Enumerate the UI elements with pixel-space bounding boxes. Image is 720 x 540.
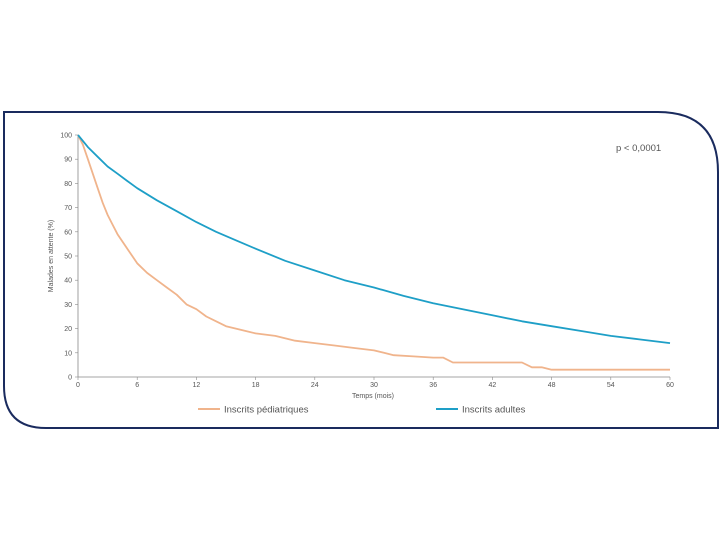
- legend-label-adult: Inscrits adultes: [462, 405, 526, 416]
- x-tick-label: 48: [548, 382, 556, 389]
- y-tick-label: 10: [64, 350, 72, 357]
- legend-label-pediatric: Inscrits pédiatriques: [224, 405, 309, 416]
- y-tick-label: 0: [68, 375, 72, 382]
- axes: [75, 134, 671, 380]
- x-tick-label: 42: [489, 382, 497, 389]
- legend: Inscrits pédiatriques Inscrits adultes: [198, 405, 526, 416]
- x-tick-label: 36: [429, 382, 437, 389]
- y-tick-label: 70: [64, 205, 72, 212]
- x-axis-title: Temps (mois): [352, 393, 394, 400]
- series-line-adult: [77, 134, 671, 344]
- p-value-annotation: p < 0,0001: [616, 143, 661, 154]
- y-tick-label: 80: [64, 181, 72, 188]
- y-tick-label: 100: [60, 133, 72, 140]
- x-tick-label: 54: [607, 382, 615, 389]
- x-tick-label: 60: [666, 382, 674, 389]
- y-tick-label: 40: [64, 278, 72, 285]
- x-tick-label: 24: [311, 382, 319, 389]
- x-tick-label: 12: [193, 382, 201, 389]
- y-tick-label: 50: [64, 254, 72, 261]
- y-axis-title: Malades en attente (%): [48, 220, 55, 292]
- x-tick-label: 30: [370, 382, 378, 389]
- x-tick-label: 0: [76, 382, 80, 389]
- series-lines: [77, 134, 671, 371]
- rounded-border: [3, 111, 719, 429]
- y-tick-label: 90: [64, 157, 72, 164]
- y-tick-label: 60: [64, 229, 72, 236]
- x-tick-label: 18: [252, 382, 260, 389]
- tick-labels: 0 10 20 30 40 50 60 70 80 90 100 0 6 12 18 24 30 36 42 48 54…: [60, 133, 674, 390]
- y-tick-label: 20: [64, 326, 72, 333]
- y-tick-label: 30: [64, 302, 72, 309]
- x-tick-label: 6: [135, 382, 139, 389]
- series-line-pediatric: [77, 134, 670, 371]
